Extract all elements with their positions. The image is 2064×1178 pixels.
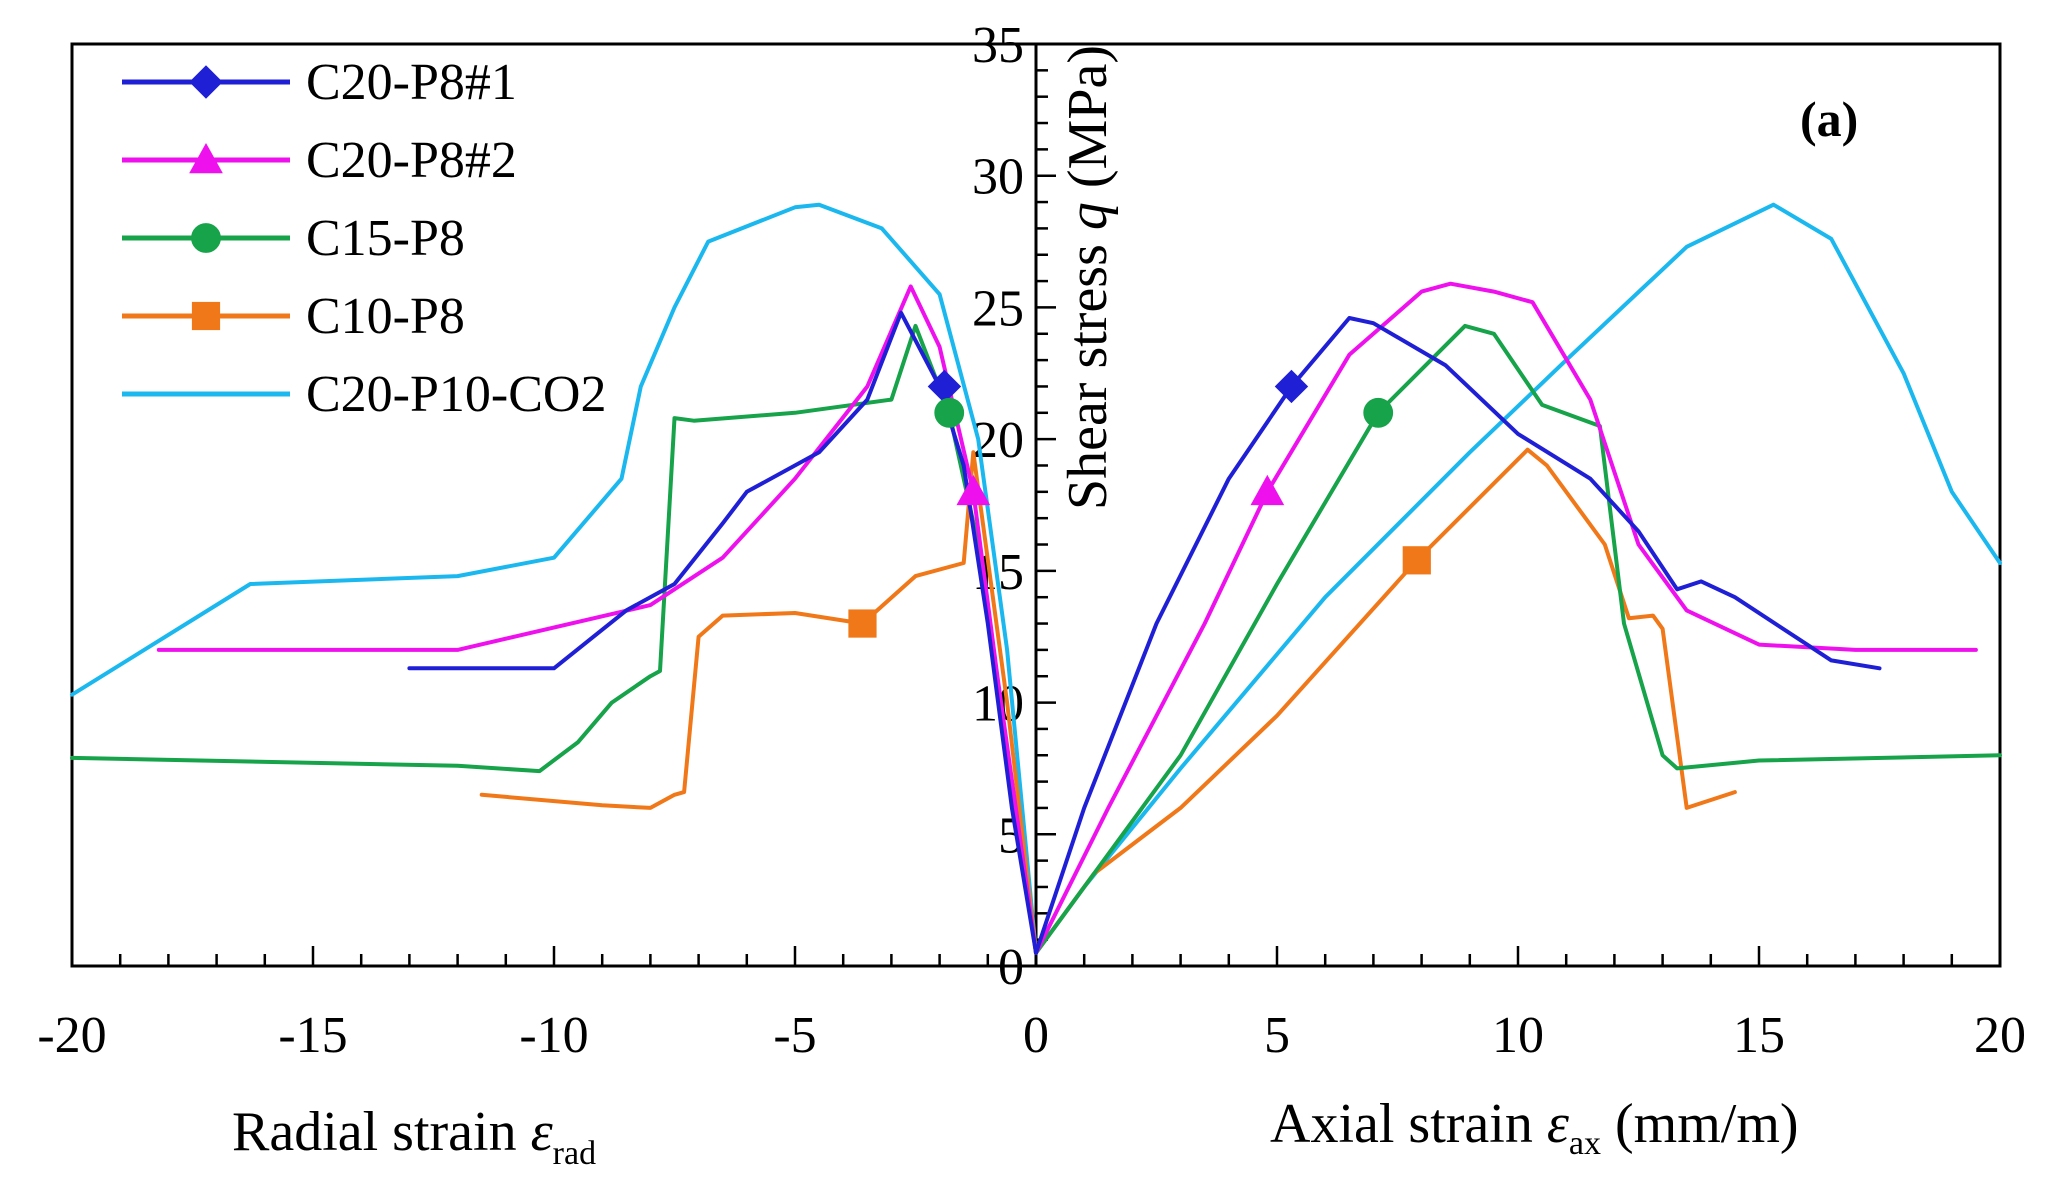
x-axis-title-left-symbol: ε bbox=[531, 1101, 554, 1163]
series-marker bbox=[189, 65, 223, 99]
x-axis-title-right-sub: ax bbox=[1569, 1125, 1601, 1162]
x-axis-title-right-symbol: ε bbox=[1547, 1093, 1570, 1155]
series-line-axial bbox=[1034, 202, 2002, 955]
series-marker bbox=[934, 397, 965, 428]
series-marker bbox=[191, 223, 221, 253]
legend: C20-P8#1 C20-P8#2 C15-P8 C10-P8 C20-P10-CO2 bbox=[122, 54, 606, 423]
y-axis-title-symbol: q bbox=[1057, 202, 1119, 230]
series-marker bbox=[189, 142, 223, 174]
x-tick-labels: -20 -15 -10 -5 0 5 10 15 20 bbox=[37, 1007, 2026, 1064]
series-line-radial bbox=[407, 310, 1038, 955]
legend-label: C10-P8 bbox=[306, 288, 465, 345]
x-tick-label: -15 bbox=[278, 1007, 347, 1064]
x-tick-label: 5 bbox=[1264, 1007, 1290, 1064]
x-tick-label: 15 bbox=[1733, 1007, 1785, 1064]
y-axis-title: Shear stress q (MPa) bbox=[1057, 45, 1119, 510]
y-tick-label: 0 bbox=[998, 939, 1024, 996]
series-marker bbox=[1363, 397, 1394, 428]
x-axis-title-right-main: Axial strain bbox=[1270, 1093, 1547, 1155]
legend-label: C20-P10-CO2 bbox=[306, 366, 606, 423]
x-axis-title-left: Radial strain εrad bbox=[232, 1101, 596, 1172]
series-marker bbox=[956, 474, 991, 506]
series-line-radial bbox=[156, 284, 1038, 955]
series-line-axial bbox=[1034, 316, 1882, 955]
y-ticks bbox=[1036, 42, 1056, 968]
y-tick-label: 35 bbox=[972, 17, 1024, 74]
y-axis-title-main: Shear stress bbox=[1057, 230, 1119, 510]
x-tick-label: 0 bbox=[1023, 1007, 1049, 1064]
series-line-axial bbox=[1034, 281, 1978, 955]
legend-label: C20-P8#1 bbox=[306, 54, 517, 111]
x-axis-title-right-unit: (mm/m) bbox=[1601, 1093, 1799, 1155]
series-line-radial bbox=[479, 450, 1038, 955]
x-tick-label: -10 bbox=[519, 1007, 588, 1064]
x-axis-title-right: Axial strain εax (mm/m) bbox=[1270, 1093, 1799, 1162]
x-axis-title-left-main: Radial strain bbox=[232, 1101, 531, 1163]
x-tick-label: 10 bbox=[1492, 1007, 1544, 1064]
series-line-axial bbox=[1034, 447, 1737, 955]
series-line-radial bbox=[70, 202, 1038, 955]
series-marker bbox=[1402, 546, 1431, 575]
y-tick-label: 30 bbox=[972, 149, 1024, 206]
legend-label: C20-P8#2 bbox=[306, 132, 517, 189]
x-tick-label: 20 bbox=[1974, 1007, 2026, 1064]
y-tick-label: 25 bbox=[972, 280, 1024, 337]
series-line-axial bbox=[1034, 323, 2002, 955]
series-marker bbox=[848, 609, 877, 638]
series-marker bbox=[1274, 369, 1309, 404]
series-marker bbox=[191, 301, 221, 331]
x-tick-label: -20 bbox=[37, 1007, 106, 1064]
series-lines bbox=[70, 202, 2002, 955]
legend-label: C15-P8 bbox=[306, 210, 465, 267]
x-ticks bbox=[70, 946, 2002, 966]
x-axis-title-left-sub: rad bbox=[553, 1135, 596, 1172]
panel-label: (a) bbox=[1800, 91, 1858, 147]
x-tick-label: -5 bbox=[773, 1007, 816, 1064]
series-markers bbox=[848, 369, 1431, 638]
series-marker bbox=[1250, 474, 1285, 506]
y-axis-title-unit: (MPa) bbox=[1057, 45, 1119, 202]
